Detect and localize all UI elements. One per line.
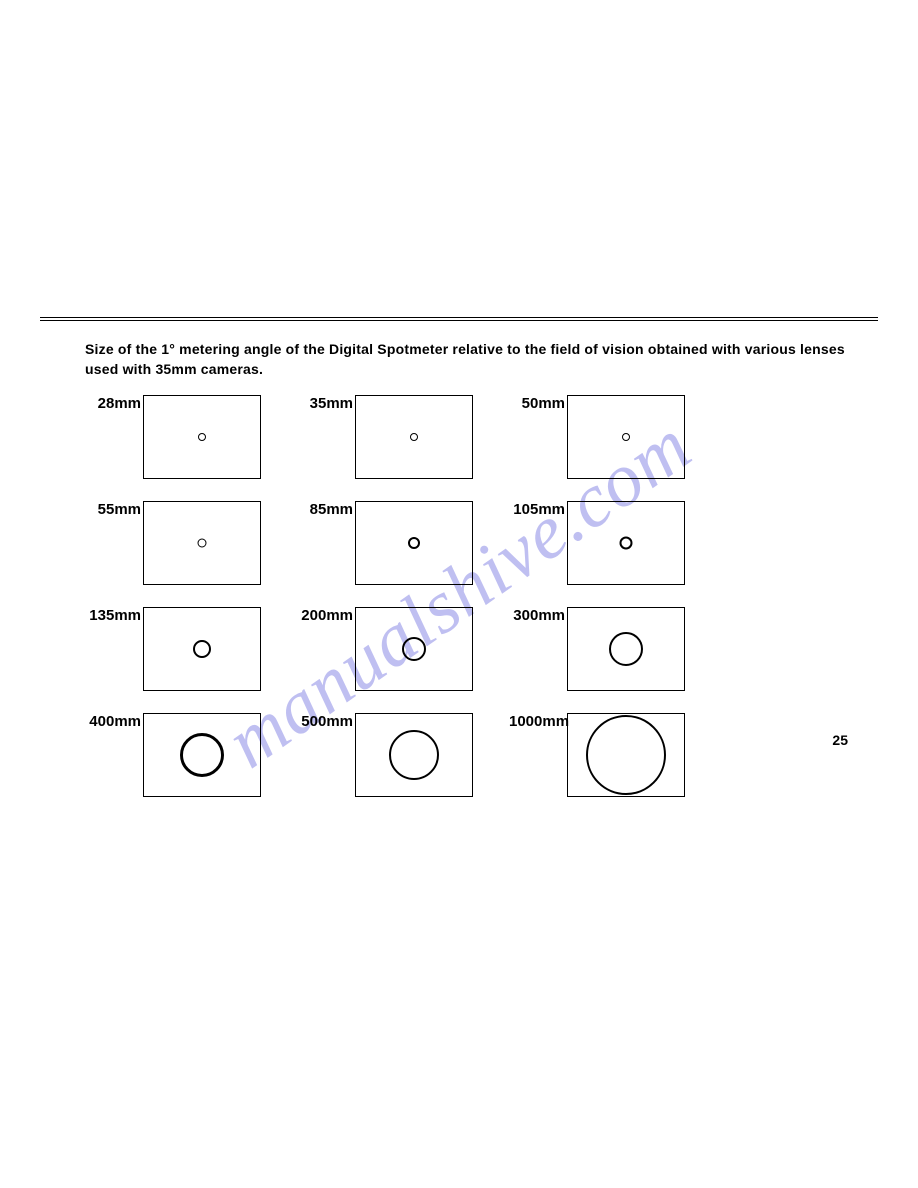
lens-cell: 35mm	[297, 395, 473, 479]
lens-label: 300mm	[509, 607, 567, 624]
lens-cell: 400mm	[85, 713, 261, 797]
lens-label: 50mm	[509, 395, 567, 412]
field-of-view-frame	[567, 607, 685, 691]
metering-circle	[402, 637, 426, 661]
metering-circle	[408, 537, 420, 549]
metering-circle	[609, 632, 643, 666]
field-of-view-frame	[143, 501, 261, 585]
metering-circle	[622, 433, 630, 441]
lens-label: 105mm	[509, 501, 567, 518]
field-of-view-frame	[355, 607, 473, 691]
lens-label: 400mm	[85, 713, 143, 730]
lens-cell: 85mm	[297, 501, 473, 585]
field-of-view-frame	[355, 395, 473, 479]
page-content: Size of the 1° metering angle of the Dig…	[85, 340, 858, 797]
lens-cell: 55mm	[85, 501, 261, 585]
lens-label: 1000mm	[509, 713, 567, 730]
field-of-view-frame	[355, 501, 473, 585]
lens-cell: 500mm	[297, 713, 473, 797]
field-of-view-frame	[567, 501, 685, 585]
metering-circle	[180, 733, 224, 777]
lens-label: 135mm	[85, 607, 143, 624]
lens-cell: 135mm	[85, 607, 261, 691]
scan-artifact-line	[40, 317, 878, 318]
lens-label: 28mm	[85, 395, 143, 412]
lens-label: 200mm	[297, 607, 355, 624]
metering-circle	[586, 715, 666, 795]
figure-caption: Size of the 1° metering angle of the Dig…	[85, 340, 858, 379]
lens-cell: 1000mm	[509, 713, 685, 797]
lens-grid: 28mm 35mm 50mm 55mm 85mm 105mm 135mm 200mm 300mm…	[85, 395, 858, 797]
metering-circle	[620, 537, 633, 550]
lens-label: 500mm	[297, 713, 355, 730]
metering-circle	[389, 730, 439, 780]
field-of-view-frame	[355, 713, 473, 797]
field-of-view-frame	[567, 395, 685, 479]
lens-cell: 50mm	[509, 395, 685, 479]
lens-label: 85mm	[297, 501, 355, 518]
page-number: 25	[832, 732, 848, 748]
scan-artifact-line	[40, 320, 878, 321]
lens-label: 35mm	[297, 395, 355, 412]
field-of-view-frame	[143, 713, 261, 797]
field-of-view-frame	[567, 713, 685, 797]
field-of-view-frame	[143, 607, 261, 691]
lens-cell: 105mm	[509, 501, 685, 585]
lens-cell: 300mm	[509, 607, 685, 691]
field-of-view-frame	[143, 395, 261, 479]
metering-circle	[410, 433, 418, 441]
lens-cell: 200mm	[297, 607, 473, 691]
metering-circle	[198, 433, 206, 441]
metering-circle	[198, 539, 207, 548]
lens-label: 55mm	[85, 501, 143, 518]
lens-cell: 28mm	[85, 395, 261, 479]
metering-circle	[193, 640, 211, 658]
